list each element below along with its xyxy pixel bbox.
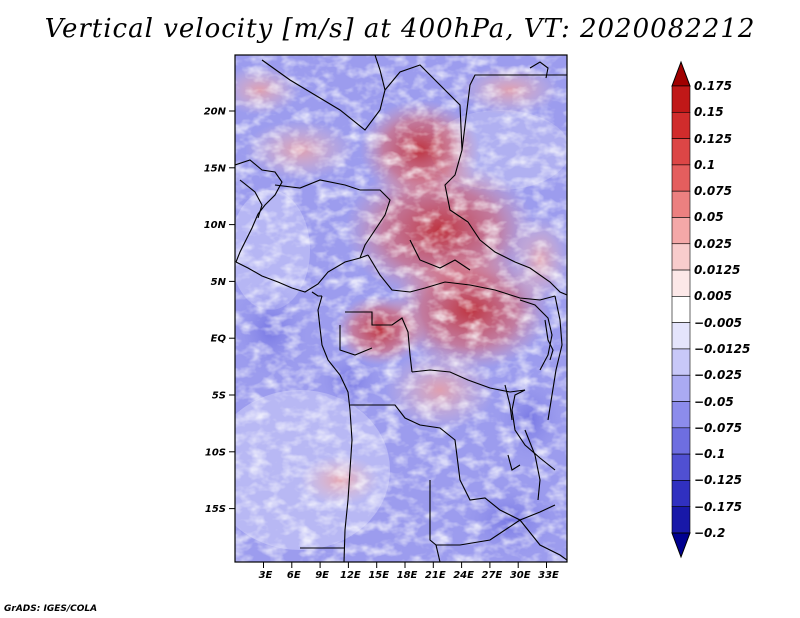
lat-tick-label: 15S (205, 504, 226, 515)
colorbar-label: −0.05 (694, 394, 734, 409)
colorbar-label: −0.1 (694, 447, 726, 462)
colorbar-bin (671, 374, 691, 402)
colorbar-bin (671, 296, 691, 323)
colorbar-label: 0.05 (694, 210, 724, 225)
lon-tick-label: 15E (368, 570, 389, 581)
map-frame (234, 54, 568, 563)
colorbar-label: −0.075 (694, 420, 743, 435)
colorbar (671, 60, 691, 559)
colorbar-bin (671, 138, 691, 166)
colorbar-label: 0.15 (694, 105, 724, 120)
colorbar-bottom-arrow (671, 532, 691, 559)
colorbar-bin (671, 217, 691, 245)
colorbar-label: 0.125 (694, 131, 732, 146)
longitude-axis: 3E 6E 9E 12E 15E 18E 21E 24E 27E 30E 33E (259, 562, 559, 581)
lon-tick-label: 18E (397, 570, 418, 581)
colorbar-label: −0.0125 (694, 341, 751, 356)
colorbar-bin (671, 85, 691, 113)
colorbar-top-arrow (671, 60, 691, 87)
colorbar-label: 0.005 (694, 289, 732, 304)
lat-tick-label: 5S (212, 391, 226, 402)
colorbar-label: −0.025 (694, 368, 743, 383)
lon-tick-label: 6E (287, 570, 301, 581)
colorbar-label: −0.175 (694, 499, 743, 514)
colorbar-bin (671, 453, 691, 481)
lon-tick-label: 12E (340, 570, 361, 581)
country-borders (235, 55, 567, 562)
lat-tick-label: 10S (205, 447, 226, 458)
colorbar-label: 0.075 (694, 184, 732, 199)
colorbar-bin (671, 506, 691, 534)
lat-tick-label: 20N (204, 107, 227, 118)
colorbar-label: 0.025 (694, 236, 732, 251)
colorbar-bin (671, 480, 691, 508)
colorbar-bin (671, 427, 691, 455)
lon-tick-label: 3E (259, 570, 273, 581)
colorbar-label: −0.005 (694, 315, 743, 330)
colorbar-label: 0.0125 (694, 263, 741, 278)
colorbar-label: −0.2 (694, 526, 726, 540)
colorbar-bin (671, 401, 691, 429)
map-title: Vertical velocity [m/s] at 400hPa, VT: 2… (44, 14, 756, 44)
colorbar-bin (671, 269, 691, 297)
lat-tick-label: 15N (204, 163, 227, 174)
lon-tick-label: 9E (315, 570, 329, 581)
colorbar-bin (671, 243, 691, 271)
lat-tick-label: 5N (211, 277, 227, 288)
colorbar-label: 0.1 (694, 157, 716, 172)
lon-tick-label: 24E (453, 570, 474, 581)
colorbar-bin (671, 322, 691, 350)
latitude-axis: 20N 15N 10N 5N EQ 5S 10S 15S (204, 107, 235, 515)
lon-tick-label: 21E (425, 570, 446, 581)
colorbar-label: −0.125 (694, 473, 743, 488)
lon-tick-label: 30E (510, 570, 531, 581)
lon-tick-label: 33E (538, 570, 559, 581)
colorbar-bin (671, 190, 691, 218)
colorbar-bin (671, 348, 691, 376)
lat-tick-label: 10N (204, 220, 227, 231)
lon-tick-label: 27E (482, 570, 503, 581)
colorbar-bin (671, 111, 691, 139)
velocity-field (235, 55, 567, 562)
grads-credit: GrADS: IGES/COLA (4, 604, 98, 614)
colorbar-label: 0.175 (694, 79, 732, 93)
colorbar-bin (671, 164, 691, 192)
lat-tick-label: EQ (211, 334, 227, 345)
